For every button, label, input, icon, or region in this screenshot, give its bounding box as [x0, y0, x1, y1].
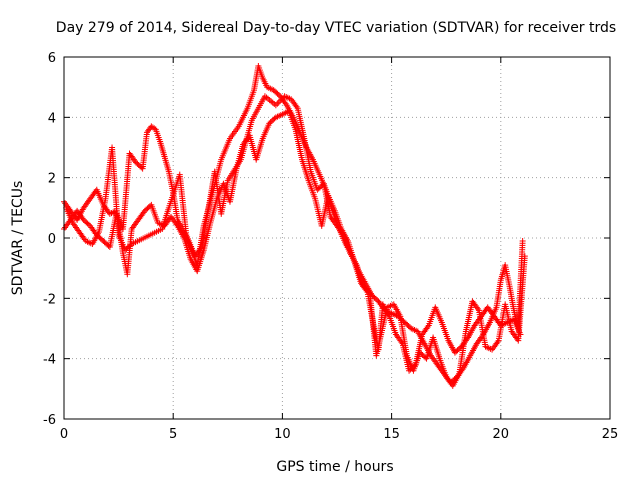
y-tick-label: -6 [43, 413, 56, 428]
sdtvar-chart: Day 279 of 2014, Sidereal Day-to-day VTE… [0, 0, 640, 480]
y-tick-label: 0 [48, 232, 56, 247]
y-tick-label: 2 [48, 172, 56, 187]
chart-title: Day 279 of 2014, Sidereal Day-to-day VTE… [56, 20, 616, 36]
y-tick-label: 4 [48, 111, 56, 126]
x-tick-label: 0 [60, 427, 68, 442]
y-tick-label: -4 [43, 353, 56, 368]
x-tick-label: 25 [602, 427, 619, 442]
y-axis-title: SDTVAR / TECUs [10, 181, 26, 296]
x-tick-label: 15 [383, 427, 400, 442]
y-tick-label: 6 [48, 51, 56, 66]
y-tick-label: -2 [43, 292, 56, 307]
data-points [61, 63, 528, 389]
data-point [274, 101, 280, 107]
x-tick-label: 20 [493, 427, 510, 442]
x-tick-label: 5 [169, 427, 177, 442]
x-axis-title: GPS time / hours [276, 459, 393, 475]
x-tick-label: 10 [274, 427, 291, 442]
chart-canvas: Day 279 of 2014, Sidereal Day-to-day VTE… [0, 0, 640, 480]
